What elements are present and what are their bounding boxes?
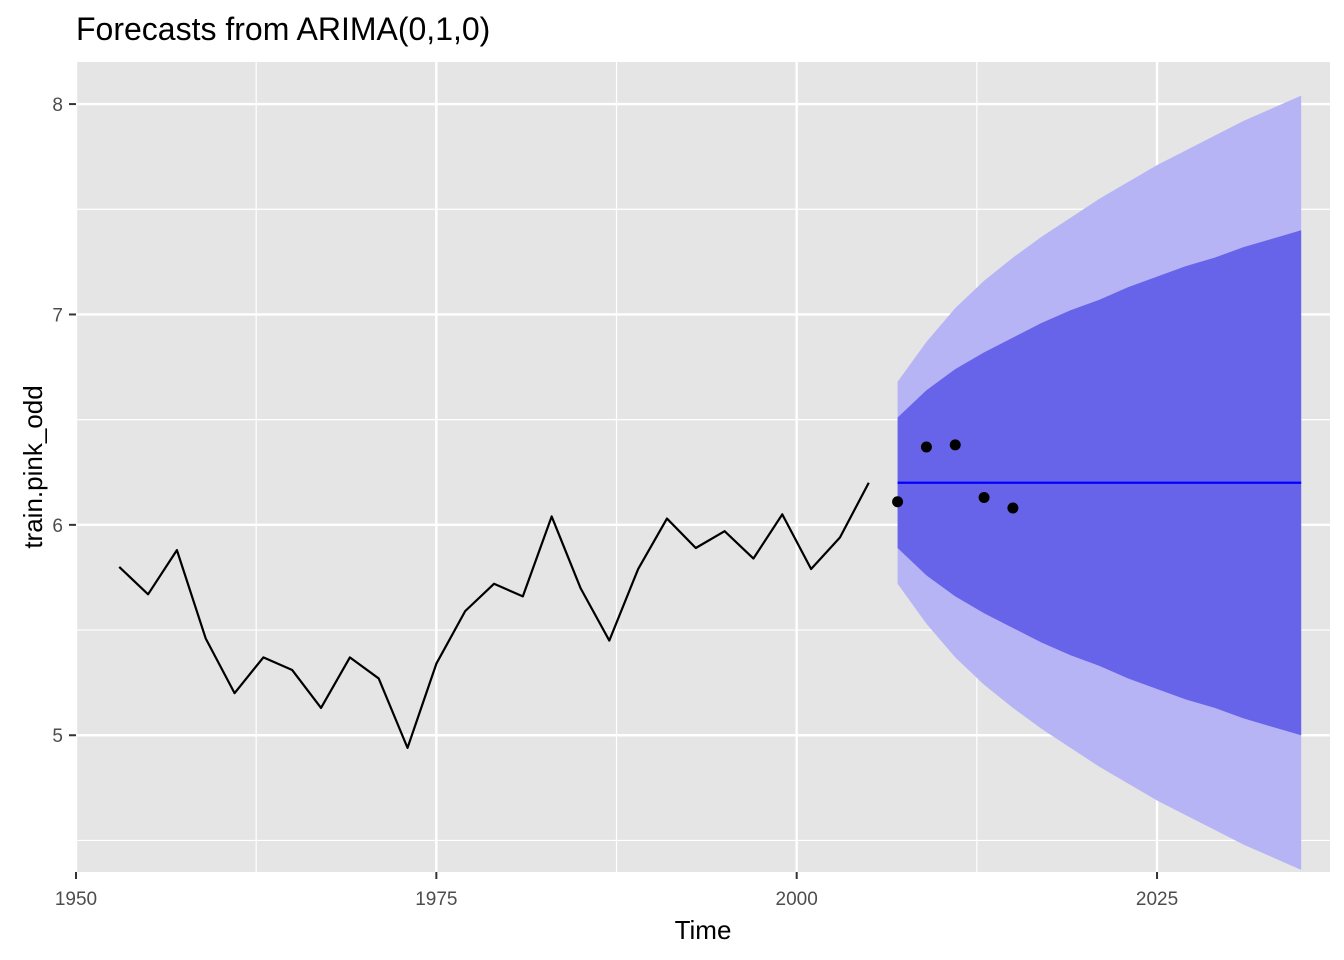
- x-tick-label: 1975: [415, 889, 457, 910]
- test-point: [920, 441, 932, 453]
- x-tick-label: 2025: [1136, 889, 1178, 910]
- history-line: [118, 482, 870, 749]
- test-point: [978, 492, 990, 504]
- x-axis-title: Time: [675, 915, 732, 945]
- y-tick-label: 5: [52, 726, 63, 747]
- test-point: [949, 439, 961, 451]
- x-tick-label: 2000: [776, 889, 818, 910]
- x-tick-label: 1950: [55, 889, 97, 910]
- chart-title: Forecasts from ARIMA(0,1,0): [76, 11, 490, 47]
- test-point: [1007, 502, 1019, 514]
- series-lines: [118, 481, 1302, 749]
- y-tick-label: 7: [52, 305, 63, 326]
- x-axis: 1950 1975 2000 2025: [55, 872, 1178, 910]
- test-points: [892, 439, 1019, 514]
- y-axis: 5 6 7 8: [52, 95, 76, 747]
- y-axis-title: train.pink_odd: [18, 385, 48, 548]
- y-tick-label: 8: [52, 95, 63, 116]
- test-point: [892, 496, 904, 508]
- y-tick-label: 6: [52, 516, 63, 537]
